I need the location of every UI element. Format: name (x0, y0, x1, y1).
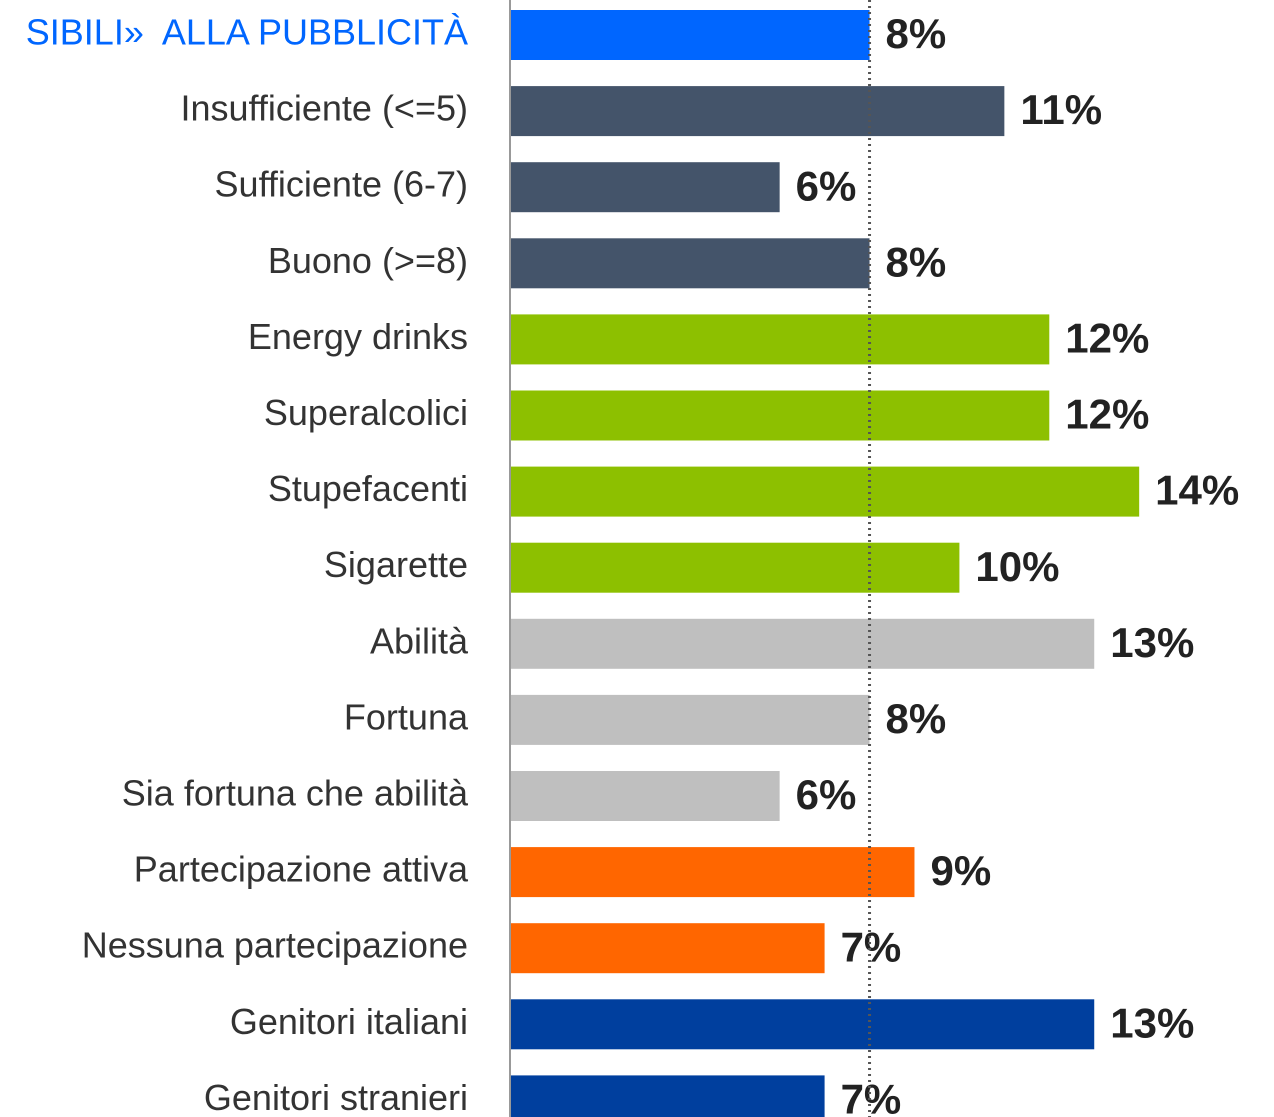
category-label: SIBILI» ALLA PUBBLICITÀ (26, 12, 468, 53)
value-label: 6% (796, 162, 857, 209)
bar (510, 847, 915, 898)
value-label: 6% (796, 771, 857, 818)
bar (510, 86, 1005, 137)
bar (510, 694, 870, 745)
value-label: 13% (1110, 619, 1194, 666)
category-label: Partecipazione attiva (134, 849, 469, 890)
bar (510, 162, 780, 213)
category-label: Fortuna (344, 696, 469, 737)
category-label: Abilità (370, 620, 469, 661)
category-label: Energy drinks (248, 316, 468, 357)
value-label: 12% (1065, 391, 1149, 438)
value-label: 11% (1020, 86, 1102, 133)
category-label: Genitori stranieri (204, 1077, 468, 1117)
bar (510, 238, 870, 289)
category-label: Sigarette (324, 544, 468, 585)
category-label: Sufficiente (6-7) (215, 164, 468, 205)
category-label: Nessuna partecipazione (82, 925, 468, 966)
category-label: Genitori italiani (230, 1001, 468, 1042)
bar (510, 314, 1050, 365)
bar (510, 1075, 825, 1117)
value-label: 14% (1155, 467, 1239, 514)
bar (510, 542, 960, 593)
value-label: 13% (1110, 999, 1194, 1046)
value-label: 12% (1065, 314, 1149, 361)
value-label: 8% (886, 10, 947, 57)
bar (510, 618, 1095, 669)
category-label: Insufficiente (<=5) (180, 88, 468, 129)
category-label: Sia fortuna che abilità (122, 773, 469, 814)
bar (510, 10, 870, 60)
value-label: 10% (975, 543, 1059, 590)
value-label: 9% (930, 847, 991, 894)
bar (510, 771, 780, 821)
bar (510, 466, 1140, 517)
bar (510, 999, 1095, 1050)
category-label: Stupefacenti (268, 468, 468, 509)
category-label: Buono (>=8) (268, 240, 468, 281)
value-label: 8% (886, 695, 947, 742)
category-label: Superalcolici (264, 392, 468, 433)
bar (510, 390, 1050, 441)
bar (510, 923, 825, 974)
value-label: 8% (886, 238, 947, 285)
